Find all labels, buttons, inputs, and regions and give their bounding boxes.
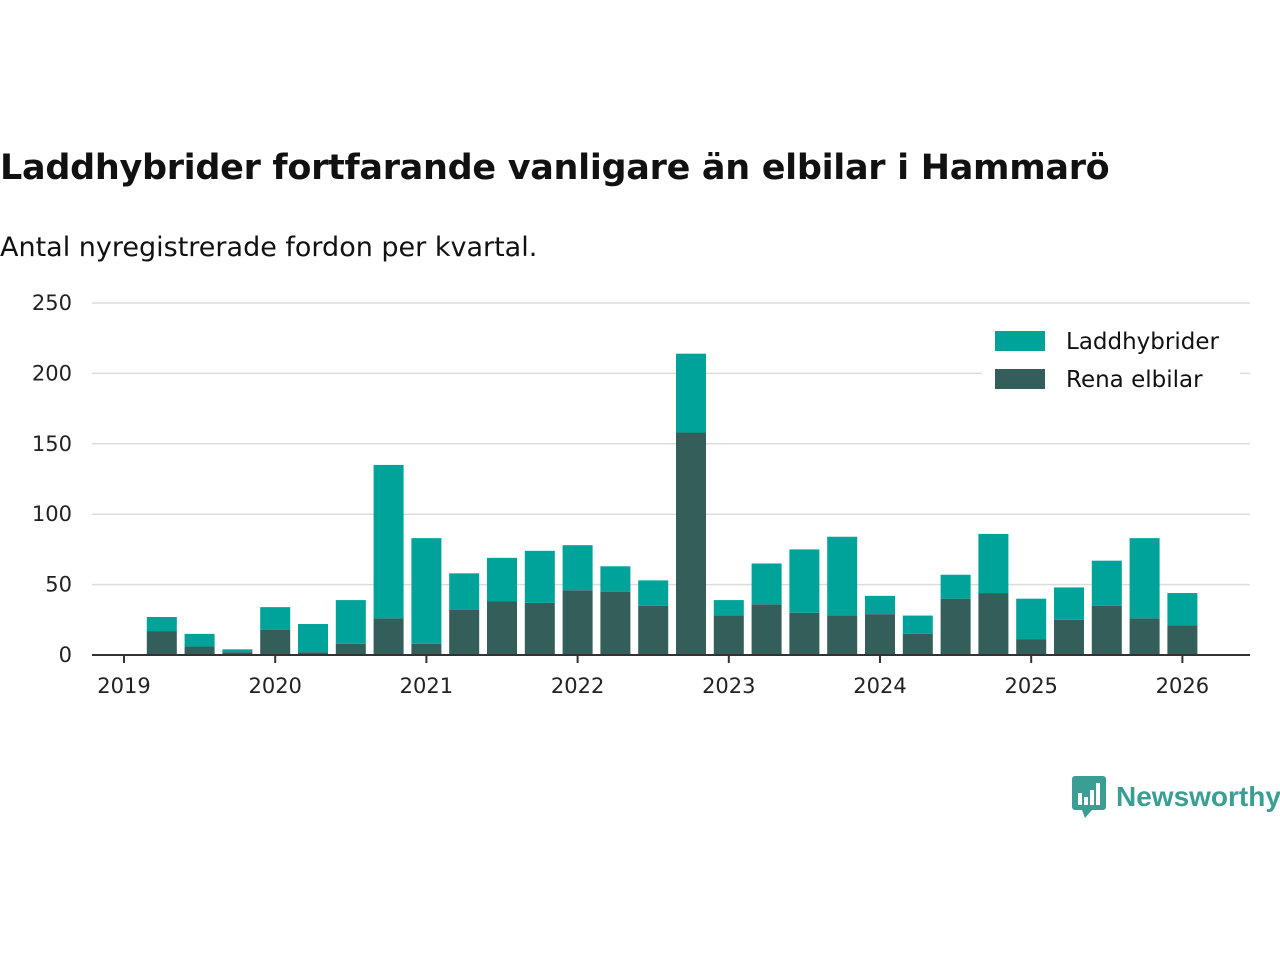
bar-laddhybrider bbox=[902, 615, 933, 634]
x-tick-label: 2026 bbox=[1156, 674, 1209, 698]
bar-laddhybrider bbox=[1054, 587, 1084, 620]
bar-laddhybrider bbox=[978, 533, 1009, 594]
legend-label: Laddhybrider bbox=[1066, 329, 1219, 355]
x-tick-label: 2019 bbox=[97, 674, 150, 698]
legend-swatch bbox=[995, 331, 1045, 351]
x-tick-label: 2021 bbox=[400, 674, 453, 698]
bar-rena-elbilar bbox=[1016, 639, 1047, 655]
bar-rena-elbilar bbox=[1167, 625, 1198, 655]
bar-rena-elbilar bbox=[940, 598, 971, 655]
bar-rena-elbilar bbox=[1054, 619, 1084, 655]
bar-laddhybrider bbox=[562, 545, 593, 591]
bar-rena-elbilar bbox=[978, 593, 1009, 655]
legend: Laddhybrider Rena elbilar bbox=[982, 320, 1240, 402]
y-tick-label: 50 bbox=[45, 573, 72, 597]
bar-chart: 0 50 100 150 200 250 2019 2020 2021 2022 2023 2024… bbox=[32, 291, 1250, 698]
legend-swatch bbox=[995, 369, 1045, 389]
bar-laddhybrider bbox=[940, 574, 971, 599]
bar-laddhybrider bbox=[373, 464, 404, 619]
bar-laddhybrider bbox=[1129, 538, 1160, 619]
bar-rena-elbilar bbox=[638, 605, 669, 655]
legend-label: Rena elbilar bbox=[1066, 367, 1203, 393]
bar-laddhybrider bbox=[751, 563, 782, 605]
bar-laddhybrider bbox=[449, 573, 480, 610]
bar-rena-elbilar bbox=[335, 643, 366, 655]
bar-rena-elbilar bbox=[562, 590, 593, 655]
bar-rena-elbilar bbox=[902, 633, 933, 655]
brand-name: Newsworthy bbox=[1116, 781, 1280, 812]
bar-rena-elbilar bbox=[260, 629, 291, 655]
x-tick-label: 2024 bbox=[853, 674, 906, 698]
y-tick-label: 0 bbox=[59, 643, 72, 667]
bar-rena-elbilar bbox=[600, 591, 631, 655]
bar-laddhybrider bbox=[789, 549, 820, 613]
chart-title: Laddhybrider fortfarande vanligare än el… bbox=[0, 148, 1110, 188]
bar-laddhybrider bbox=[335, 600, 366, 644]
y-tick-label: 150 bbox=[32, 432, 72, 456]
bar-laddhybrider bbox=[676, 353, 706, 433]
bar-rena-elbilar bbox=[827, 615, 858, 655]
bar-rena-elbilar bbox=[146, 631, 177, 655]
bar-laddhybrider bbox=[411, 538, 442, 644]
chart-subtitle: Antal nyregistrerade fordon per kvartal. bbox=[0, 232, 538, 263]
bar-rena-elbilar bbox=[411, 643, 442, 655]
bar-rena-elbilar bbox=[487, 601, 517, 655]
bar-laddhybrider bbox=[184, 633, 215, 647]
bar-rena-elbilar bbox=[1129, 618, 1160, 655]
bar-rena-elbilar bbox=[751, 604, 782, 655]
bar-rena-elbilar bbox=[373, 618, 404, 655]
bar-laddhybrider bbox=[1167, 593, 1198, 626]
x-axis: 2019 2020 2021 2022 2023 2024 2025 2026 bbox=[92, 654, 1250, 698]
x-tick-label: 2023 bbox=[702, 674, 755, 698]
x-tick-label: 2020 bbox=[248, 674, 301, 698]
newsworthy-logo: Newsworthy bbox=[1072, 776, 1280, 818]
bar-laddhybrider bbox=[827, 536, 858, 616]
bar-laddhybrider bbox=[713, 600, 744, 616]
y-tick-label: 250 bbox=[32, 291, 72, 315]
bar-rena-elbilar bbox=[789, 612, 820, 655]
bar-laddhybrider bbox=[1016, 598, 1047, 640]
bar-rena-elbilar bbox=[222, 652, 253, 655]
bar-rena-elbilar bbox=[524, 602, 555, 655]
x-tick-label: 2022 bbox=[551, 674, 604, 698]
bar-rena-elbilar bbox=[298, 652, 328, 655]
bar-laddhybrider bbox=[524, 550, 555, 603]
x-tick-label: 2025 bbox=[1004, 674, 1057, 698]
y-tick-label: 200 bbox=[32, 361, 72, 385]
y-tick-label: 100 bbox=[32, 502, 72, 526]
bar-rena-elbilar bbox=[449, 609, 480, 655]
bar-laddhybrider bbox=[222, 649, 253, 653]
bars bbox=[146, 353, 1198, 655]
y-axis: 0 50 100 150 200 250 bbox=[32, 291, 72, 667]
bar-laddhybrider bbox=[600, 566, 631, 592]
bar-rena-elbilar bbox=[1091, 605, 1122, 655]
bar-laddhybrider bbox=[146, 616, 177, 632]
bar-rena-elbilar bbox=[713, 615, 744, 655]
newsworthy-logo-icon bbox=[1072, 776, 1106, 818]
bar-rena-elbilar bbox=[676, 432, 706, 655]
bar-laddhybrider bbox=[865, 595, 895, 615]
bar-laddhybrider bbox=[638, 580, 669, 606]
bar-laddhybrider bbox=[1091, 560, 1122, 606]
bar-laddhybrider bbox=[260, 607, 291, 630]
bar-rena-elbilar bbox=[865, 614, 895, 655]
bar-laddhybrider bbox=[298, 624, 328, 653]
bar-rena-elbilar bbox=[184, 646, 215, 655]
bar-laddhybrider bbox=[487, 557, 517, 602]
